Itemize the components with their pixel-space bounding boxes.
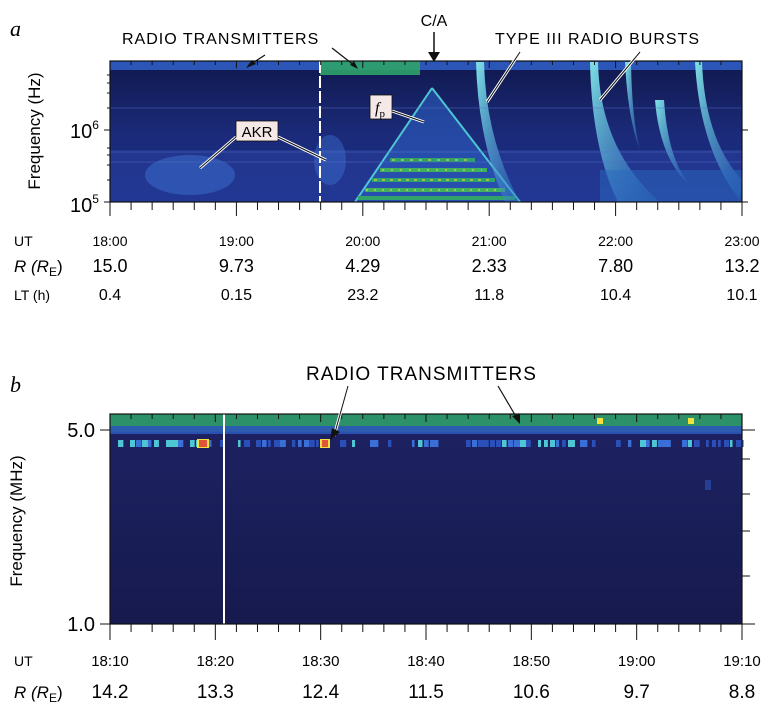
a-r-value: 15.0 [92,256,127,276]
panel-b-spectrogram [110,414,742,624]
panel-b-value-rows: 18:10 18:20 18:30 18:40 18:50 19:00 19:10 14.2 1… [91,653,761,703]
b-ut-value: 19:10 [723,653,761,670]
a-lt-value: 10.4 [600,287,631,304]
b-ut-value: 18:30 [302,653,340,670]
panel-a-top-band [110,61,742,70]
a-lt-value: 0.4 [99,287,121,304]
panel-b-signal-line [118,418,744,448]
a-r-value: 4.29 [345,256,380,276]
a-lt-value: 0.15 [221,287,252,304]
a-lt-value: 10.1 [726,287,757,304]
b-ut-value: 18:50 [513,653,551,670]
a-row-r-label: R (RE) [14,257,63,279]
a-ut-value: 18:00 [92,233,127,249]
fp-hot-bands [358,158,515,200]
panel-a-y-label: Frequency (Hz) [25,72,44,189]
a-r-value: 13.2 [724,256,759,276]
panel-a-interference-lines [110,107,742,163]
a-row-lt-label: LT (h) [14,287,50,303]
a-ut-value: 23:00 [724,233,759,249]
a-lt-value: 11.8 [474,287,504,304]
annotation-radio-transmitters-a: RADIO TRANSMITTERS [122,31,319,48]
b-r-value: 10.6 [513,682,550,703]
panel-b-x-ticks [109,414,743,640]
b-ytick-5: 5.0 [67,420,95,442]
fp-left-edge [354,87,433,203]
panel-b-y-ticks [100,429,755,625]
b-r-value: 13.3 [197,682,234,703]
annotation-ca: C/A [421,13,448,30]
b-r-value: 9.7 [623,682,649,703]
b-ytick-1: 1.0 [67,614,95,636]
akr-emission [145,155,235,195]
b-ut-value: 19:00 [618,653,656,670]
a-lt-value: 23.2 [347,287,378,304]
b-ut-value: 18:20 [197,653,235,670]
annotation-radio-transmitters-b: RADIO TRANSMITTERS [306,364,537,385]
annotation-type3: TYPE III RADIO BURSTS [495,31,700,48]
type3-bursts [476,62,742,202]
panel-a-x-ticks [109,61,743,216]
b-ut-value: 18:40 [407,653,445,670]
a-r-value: 7.80 [598,256,633,276]
panel-a-value-rows: 18:00 19:00 20:00 21:00 22:00 23:00 15.0 9.73 4.… [92,233,759,304]
b-r-value: 11.5 [408,682,444,703]
a-ytick-1e6-base: 106 [70,118,99,143]
a-ytick-1e5-base: 105 [70,192,99,217]
a-ut-value: 20:00 [345,233,380,249]
panel-b: b 5.0 1.0 Frequency (MHz) RADIO TRANSMIT… [7,364,761,705]
a-ut-value: 22:00 [598,233,633,249]
annotation-akr: AKR [242,124,273,141]
b-row-ut-label: UT [14,653,33,669]
b-r-value: 12.4 [302,682,339,703]
a-ut-value: 21:00 [472,233,507,249]
fp-triangle [355,88,520,202]
panel-b-letter: b [10,372,21,397]
b-r-value: 8.8 [729,682,755,703]
annotation-fp: fp [375,100,385,120]
panel-a: a [10,13,760,304]
a-r-value: 9.73 [219,256,254,276]
b-r-value: 14.2 [92,682,129,703]
a-r-value: 2.33 [472,256,507,276]
panel-a-letter: a [10,16,21,41]
akr-emission-2 [314,135,346,185]
b-row-r-label: R (RE) [14,683,63,705]
b-ut-value: 18:10 [91,653,129,670]
panel-b-y-label: Frequency (MHz) [7,455,26,586]
a-ut-value: 19:00 [219,233,254,249]
a-row-ut-label: UT [14,233,33,249]
panel-a-transmitter-band [320,61,420,75]
panel-a-y-ticks [104,74,748,203]
